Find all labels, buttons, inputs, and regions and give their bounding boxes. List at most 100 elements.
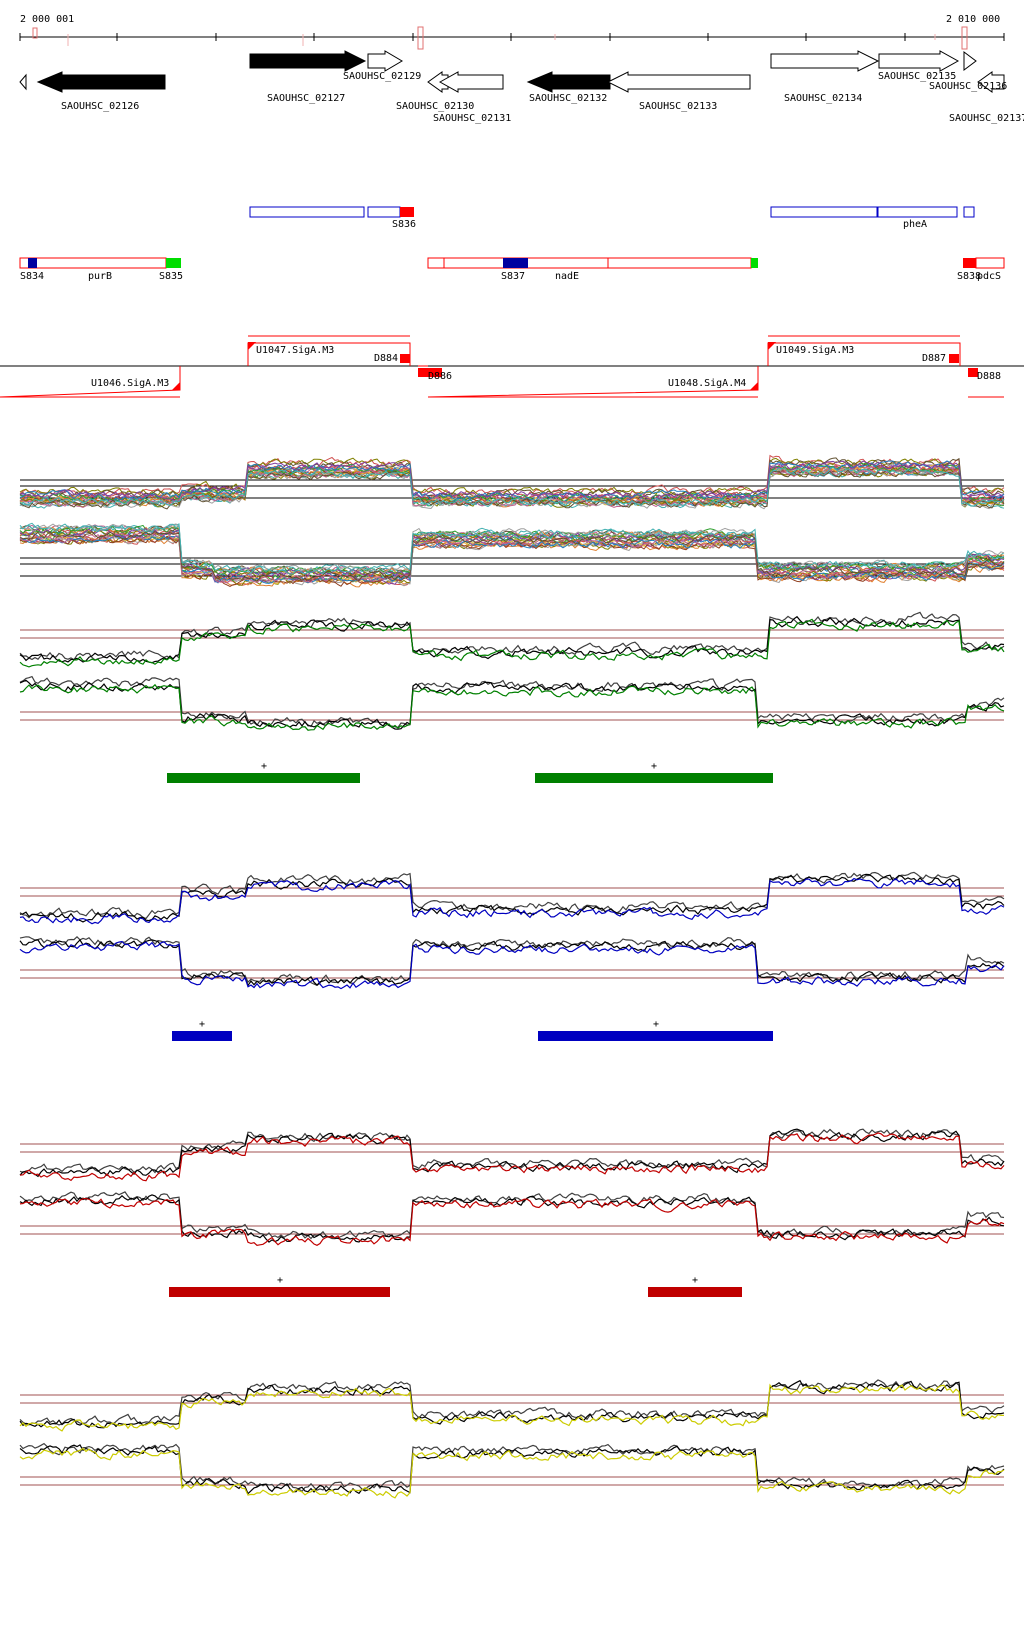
- coordinate-ruler: 2 000 001 2 010 000: [19, 14, 1005, 50]
- segment-label: S834: [20, 271, 44, 282]
- condition-group-panel: + +: [19, 871, 1005, 1041]
- segment-track-minus: S834 purB S835 S837 nadE S838 pdcS: [19, 257, 1005, 282]
- promoter-label: U1048.SigA.M4: [668, 378, 746, 389]
- group-profile-line: [19, 1379, 1005, 1429]
- segment-box[interactable]: [367, 206, 401, 218]
- gene-labels: SAOUHSC_02126 SAOUHSC_02127 SAOUHSC_0212…: [61, 71, 1024, 124]
- promoter-label: U1046.SigA.M3: [91, 378, 169, 389]
- segment-label: nadE: [555, 271, 579, 282]
- group-profile-line: [19, 940, 1005, 990]
- group-profile-line: [19, 675, 1005, 729]
- segment-box[interactable]: [975, 257, 1005, 269]
- condition-group-panel: + +: [19, 611, 1005, 783]
- gene-arrow-saouhsc-02135[interactable]: [878, 50, 960, 72]
- group-profile-line: [19, 683, 1005, 731]
- segment-label: purB: [88, 271, 112, 282]
- segment-label: pheA: [903, 219, 927, 230]
- segment-label: S837: [501, 271, 525, 282]
- strand-mark-label: +: [651, 761, 657, 772]
- expressed-region-bar: [172, 1031, 232, 1041]
- segment-box[interactable]: [607, 257, 752, 269]
- downshift-label: D886: [428, 371, 452, 382]
- gene-arrow-saouhsc-02127[interactable]: [249, 50, 367, 72]
- gene-arrow-saouhsc-02131[interactable]: [438, 71, 504, 93]
- gene-label: SAOUHSC_02134: [784, 93, 862, 104]
- segment-track-plus: S836 pheA: [249, 206, 975, 230]
- all-conditions-expression-profiles: [19, 454, 1005, 588]
- downshift-marker: [418, 368, 442, 377]
- group-profile-line: [19, 1194, 1005, 1243]
- segment-box[interactable]: [963, 206, 975, 218]
- strand-mark-label: +: [653, 1019, 659, 1030]
- gene-label: SAOUHSC_02126: [61, 101, 139, 112]
- condition-profile-line: [19, 523, 1005, 575]
- expressed-region-bar: [167, 773, 360, 783]
- downshift-label: D887: [922, 353, 946, 364]
- group-profile-line: [19, 873, 1005, 923]
- condition-profile-line: [19, 523, 1005, 574]
- condition-group-profiles: + ++ ++ +: [19, 611, 1005, 1499]
- gene-label: SAOUHSC_02130: [396, 101, 474, 112]
- group-profile-line: [19, 1447, 1005, 1499]
- expressed-region-bar: [648, 1287, 742, 1297]
- condition-profile-line: [19, 534, 1005, 584]
- gene-arrow-saouhsc-02134[interactable]: [770, 50, 880, 72]
- gene-label: SAOUHSC_02133: [639, 101, 717, 112]
- condition-profile-line: [19, 530, 1005, 582]
- gene-arrow-saouhsc-02126[interactable]: [19, 73, 27, 91]
- group-profile-line: [19, 877, 1005, 925]
- gene-arrow-saouhsc-02132[interactable]: [526, 71, 611, 93]
- group-profile-line: [19, 679, 1005, 730]
- segment-start-marker: [503, 258, 528, 268]
- group-profile-line: [19, 1128, 1005, 1178]
- segment-end-marker: [166, 258, 181, 268]
- gene-label: SAOUHSC_02135: [878, 71, 956, 82]
- gene-label: SAOUHSC_02136: [929, 81, 1007, 92]
- gene-arrow-saouhsc-02126[interactable]: [36, 71, 166, 93]
- segment-box[interactable]: [19, 257, 167, 269]
- promoter-track: U1047.SigA.M3 U1049.SigA.M3 U1046.SigA.M…: [0, 335, 1024, 398]
- segment-box[interactable]: [877, 206, 958, 218]
- strand-mark-label: +: [277, 1275, 283, 1286]
- segment-label: S836: [392, 219, 416, 230]
- condition-group-panel: [19, 1379, 1005, 1499]
- gene-label: SAOUHSC_02137: [949, 113, 1024, 124]
- promoter-label: U1047.SigA.M3: [256, 345, 334, 356]
- segment-end-marker: [963, 258, 976, 268]
- expressed-region-bar: [169, 1287, 390, 1297]
- condition-profile-line: [19, 467, 1005, 510]
- segment-start-marker: [28, 258, 37, 268]
- gene-arrow-saouhsc-02136[interactable]: [977, 71, 1005, 93]
- expressed-region-bar: [535, 773, 773, 783]
- gene-arrow-saouhsc-02129[interactable]: [367, 50, 403, 72]
- gene-track: [19, 50, 1005, 93]
- condition-profile-line: [19, 531, 1005, 584]
- gene-label: SAOUHSC_02131: [433, 113, 511, 124]
- segment-box[interactable]: [249, 206, 365, 218]
- segment-label: S835: [159, 271, 183, 282]
- strand-mark-label: +: [692, 1275, 698, 1286]
- downshift-label: D888: [977, 371, 1001, 382]
- group-profile-line: [19, 1197, 1005, 1246]
- segment-box[interactable]: [770, 206, 878, 218]
- downshift-marker: [968, 368, 978, 377]
- ruler-end-label: 2 010 000: [946, 14, 1000, 25]
- group-profile-line: [19, 1132, 1005, 1182]
- condition-profile-line: [19, 466, 1005, 508]
- group-profile-line: [19, 1379, 1005, 1426]
- condition-group-panel: + +: [19, 1128, 1005, 1297]
- ruler-start-label: 2 000 001: [20, 14, 74, 25]
- strand-mark-label: +: [199, 1019, 205, 1030]
- gene-arrow-saouhsc-02133[interactable]: [606, 71, 751, 93]
- condition-profile-line: [19, 460, 1005, 502]
- gene-label: SAOUHSC_02127: [267, 93, 345, 104]
- condition-profile-line: [19, 457, 1005, 500]
- promoter-label: U1049.SigA.M3: [776, 345, 854, 356]
- gene-arrow-saouhsc-02137[interactable]: [963, 51, 977, 71]
- downshift-marker: [400, 354, 410, 363]
- group-profile-line: [19, 1383, 1004, 1432]
- condition-profile-line: [19, 460, 1005, 502]
- condition-profile-line: [19, 528, 1005, 579]
- segment-end-marker: [751, 258, 758, 268]
